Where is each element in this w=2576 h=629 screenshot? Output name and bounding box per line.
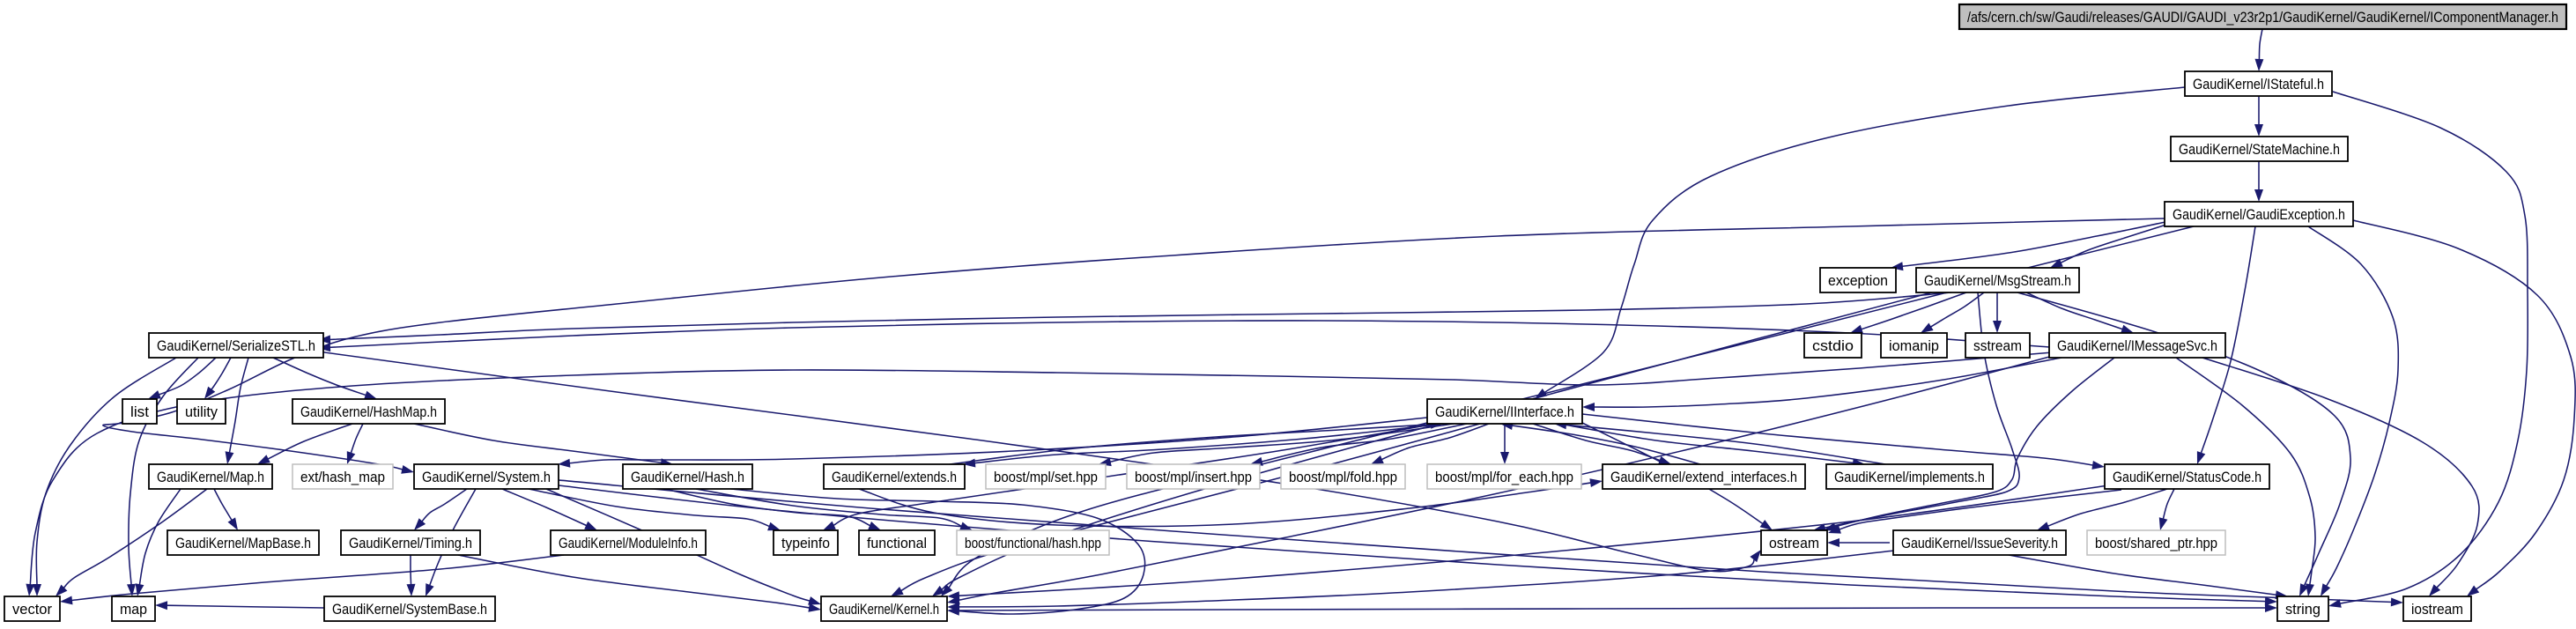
svg-text:exception: exception (1828, 273, 1888, 289)
svg-text:GaudiKernel/StateMachine.h: GaudiKernel/StateMachine.h (2179, 142, 2340, 158)
svg-text:GaudiKernel/StatusCode.h: GaudiKernel/StatusCode.h (2113, 470, 2261, 485)
svg-text:GaudiKernel/IMessageSvc.h: GaudiKernel/IMessageSvc.h (2057, 338, 2217, 354)
svg-text:ostream: ostream (1769, 536, 1819, 551)
svg-text:GaudiKernel/Kernel.h: GaudiKernel/Kernel.h (829, 602, 939, 618)
svg-text:GaudiKernel/IStateful.h: GaudiKernel/IStateful.h (2193, 77, 2324, 92)
svg-text:GaudiKernel/Map.h: GaudiKernel/Map.h (157, 470, 264, 485)
svg-text:functional: functional (867, 536, 927, 551)
svg-text:GaudiKernel/GaudiException.h: GaudiKernel/GaudiException.h (2173, 207, 2345, 223)
svg-text:GaudiKernel/extend_interfaces.: GaudiKernel/extend_interfaces.h (1610, 470, 1797, 485)
svg-text:iomanip: iomanip (1889, 338, 1939, 354)
svg-text:GaudiKernel/SystemBase.h: GaudiKernel/SystemBase.h (332, 602, 487, 618)
svg-text:/afs/cern.ch/sw/Gaudi/releases: /afs/cern.ch/sw/Gaudi/releases/GAUDI/GAU… (1967, 10, 2558, 26)
svg-text:typeinfo: typeinfo (781, 536, 830, 551)
svg-text:ext/hash_map: ext/hash_map (300, 470, 385, 485)
svg-text:utility: utility (185, 404, 218, 420)
svg-text:sstream: sstream (1973, 338, 2022, 354)
svg-text:GaudiKernel/MapBase.h: GaudiKernel/MapBase.h (175, 536, 311, 551)
svg-text:boost/shared_ptr.hpp: boost/shared_ptr.hpp (2095, 536, 2217, 551)
svg-text:GaudiKernel/System.h: GaudiKernel/System.h (422, 470, 551, 485)
svg-text:boost/functional/hash.hpp: boost/functional/hash.hpp (965, 536, 1101, 551)
svg-text:GaudiKernel/MsgStream.h: GaudiKernel/MsgStream.h (1924, 273, 2071, 289)
svg-text:GaudiKernel/IInterface.h: GaudiKernel/IInterface.h (1435, 404, 1574, 420)
svg-text:vector: vector (12, 602, 53, 618)
svg-text:boost/mpl/set.hpp: boost/mpl/set.hpp (994, 470, 1098, 485)
svg-text:GaudiKernel/Hash.h: GaudiKernel/Hash.h (631, 470, 744, 485)
svg-text:boost/mpl/insert.hpp: boost/mpl/insert.hpp (1135, 470, 1252, 485)
svg-text:GaudiKernel/Timing.h: GaudiKernel/Timing.h (349, 536, 472, 551)
svg-text:boost/mpl/for_each.hpp: boost/mpl/for_each.hpp (1435, 470, 1573, 485)
svg-text:boost/mpl/fold.hpp: boost/mpl/fold.hpp (1289, 470, 1397, 485)
svg-text:GaudiKernel/HashMap.h: GaudiKernel/HashMap.h (300, 404, 437, 420)
svg-text:GaudiKernel/extends.h: GaudiKernel/extends.h (832, 470, 957, 485)
svg-text:GaudiKernel/SerializeSTL.h: GaudiKernel/SerializeSTL.h (157, 338, 315, 354)
svg-text:GaudiKernel/implements.h: GaudiKernel/implements.h (1834, 470, 1985, 485)
svg-text:GaudiKernel/ModuleInfo.h: GaudiKernel/ModuleInfo.h (559, 536, 698, 551)
svg-text:iostream: iostream (2411, 602, 2463, 618)
svg-text:string: string (2285, 602, 2321, 618)
svg-text:GaudiKernel/IssueSeverity.h: GaudiKernel/IssueSeverity.h (1901, 536, 2058, 551)
svg-text:list: list (130, 404, 149, 420)
svg-text:map: map (120, 602, 147, 618)
svg-text:cstdio: cstdio (1812, 338, 1854, 354)
